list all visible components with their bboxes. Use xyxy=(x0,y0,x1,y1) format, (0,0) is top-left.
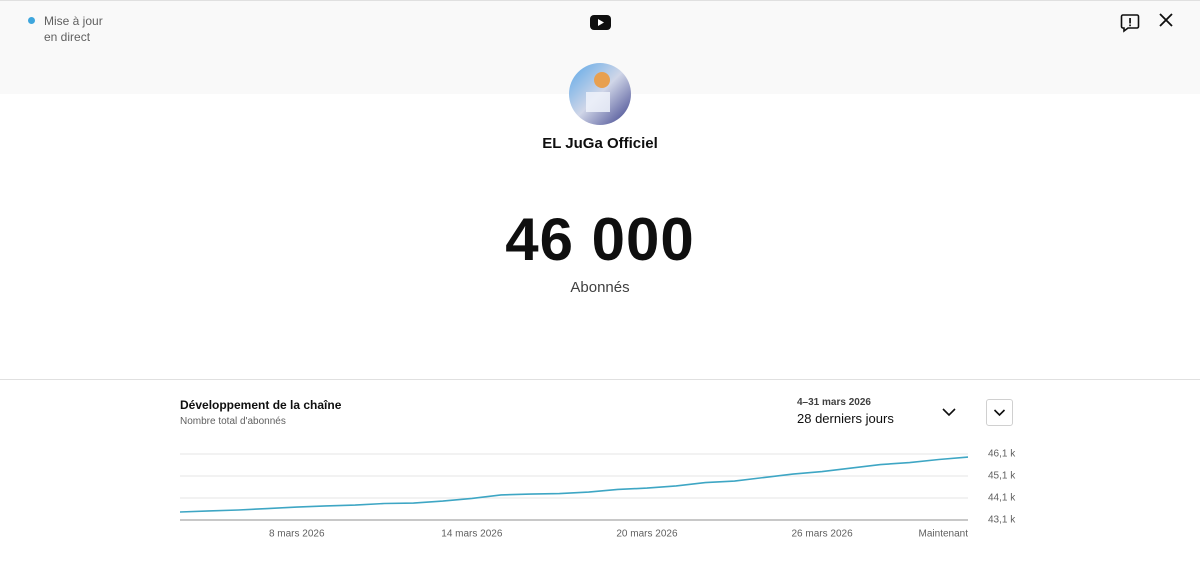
avatar xyxy=(569,63,631,125)
live-label: Mise à jour xyxy=(44,14,103,28)
youtube-logo xyxy=(590,15,611,30)
data-line xyxy=(179,456,969,513)
period: 28 derniers jours xyxy=(797,411,894,426)
channel-name: EL JuGa Officiel xyxy=(542,135,658,152)
divider xyxy=(0,379,1200,380)
period-dropdown[interactable] xyxy=(942,407,956,417)
x-tick-label: Maintenant xyxy=(919,529,969,540)
chart: 43,1 k 44,1 k 45,1 k 46,1 k 8 mars 2026 14 ma… xyxy=(179,449,1016,540)
x-tick-label: 20 mars 2026 xyxy=(616,529,678,540)
y-tick-label: 44,1 k xyxy=(988,493,1016,504)
x-tick-label: 14 mars 2026 xyxy=(441,529,503,540)
subscriber-label: Abonnés xyxy=(570,279,630,296)
close-button[interactable] xyxy=(1159,13,1173,27)
live-dot xyxy=(28,17,35,24)
subscriber-count: 46 000 xyxy=(505,206,695,273)
live-label: en direct xyxy=(44,30,91,44)
chevron-icon xyxy=(993,409,1006,417)
x-tick-label: 26 mars 2026 xyxy=(791,529,853,540)
x-tick-label: 8 mars 2026 xyxy=(269,529,325,540)
y-tick-label: 45,1 k xyxy=(988,471,1016,482)
panel-title: Développement de la chaîne xyxy=(180,398,342,412)
y-tick-label: 43,1 k xyxy=(988,515,1016,526)
date-range: 4–31 mars 2026 xyxy=(797,397,871,408)
expand-button[interactable] xyxy=(986,399,1013,426)
feedback-button[interactable] xyxy=(1120,13,1140,33)
panel-subtitle: Nombre total d'abonnés xyxy=(180,416,286,427)
y-tick-label: 46,1 k xyxy=(988,449,1016,460)
